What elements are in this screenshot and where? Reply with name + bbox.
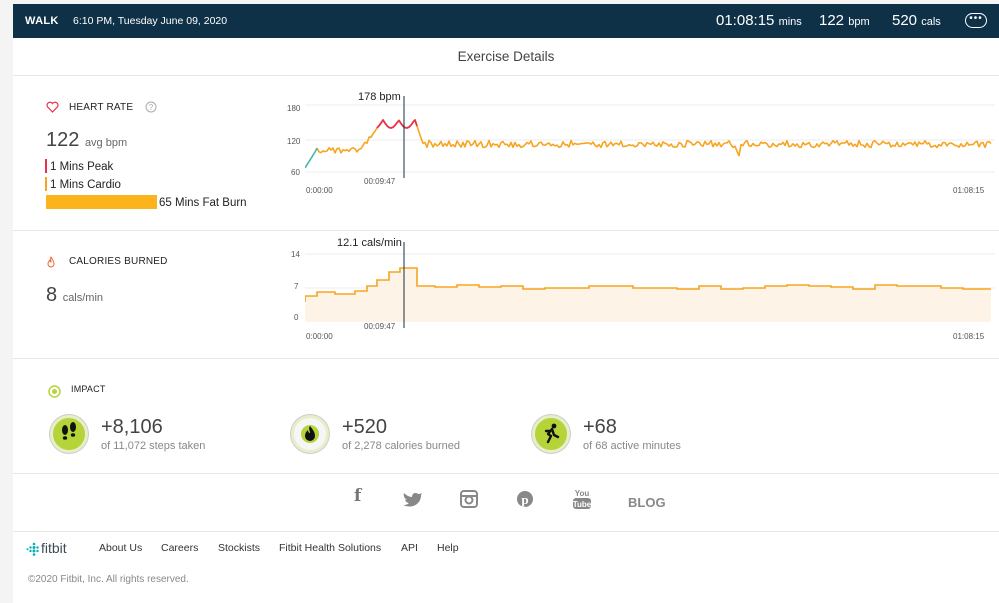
cal-y-tick-7: 7: [294, 282, 299, 291]
heart-icon: [46, 101, 59, 113]
avg-bpm: 122 avg bpm: [46, 129, 127, 152]
impact-icon: [48, 385, 61, 398]
impact-calories-sub: of 2,278 calories burned: [342, 440, 461, 452]
facebook-icon[interactable]: f: [354, 486, 362, 506]
calories-number: 8: [46, 284, 58, 306]
section-divider: [13, 230, 999, 231]
calories-per-min: 8 cals/min: [46, 284, 103, 307]
heart-rate-label: HEART RATE: [69, 102, 134, 113]
hr-tooltip-value: 178 bpm: [358, 91, 401, 103]
cals-number: 520: [892, 12, 918, 29]
fat-burn-zone-bar: [46, 195, 157, 209]
blog-link[interactable]: BLOG: [628, 495, 666, 510]
summary-bar: WALK 6:10 PM, Tuesday June 09, 2020 01:0…: [13, 4, 999, 38]
peak-zone-marker: [45, 159, 47, 173]
footsteps-icon: [50, 415, 88, 453]
calories-label: CALORIES BURNED: [69, 256, 168, 267]
flame-icon: [47, 256, 55, 268]
duration-value: 01:08:15 mins: [716, 12, 802, 29]
avg-bpm-number: 122: [46, 129, 80, 151]
cal-x-end: 01:08:15: [953, 332, 985, 341]
bpm-number: 122: [819, 12, 845, 29]
hr-y-tick-120: 120: [287, 137, 301, 146]
avg-bpm-unit: avg bpm: [84, 137, 128, 149]
activity-datetime: 6:10 PM, Tuesday June 09, 2020: [73, 15, 228, 27]
svg-text:Tube: Tube: [573, 500, 592, 509]
duration-unit: mins: [778, 16, 802, 28]
cals-value: 520 cals: [892, 12, 941, 29]
cals-unit: cals: [921, 16, 941, 28]
svg-text:?: ?: [149, 103, 154, 112]
calories-unit: cals/min: [62, 292, 104, 304]
impact-steps-sub: of 11,072 steps taken: [101, 440, 206, 452]
page-title: Exercise Details: [13, 40, 999, 76]
cal-tooltip-time: 00:09:47: [364, 322, 396, 331]
cal-x-start: 0:00:00: [306, 332, 333, 341]
svg-text:You: You: [575, 489, 590, 498]
cardio-zone-marker: [45, 177, 47, 191]
exercise-details-page: WALK 6:10 PM, Tuesday June 09, 2020 01:0…: [13, 4, 999, 603]
ellipsis-icon[interactable]: •••: [965, 13, 987, 28]
bpm-unit: bpm: [848, 16, 870, 28]
youtube-icon[interactable]: You Tube: [572, 488, 592, 510]
hr-y-tick-60: 60: [291, 168, 300, 177]
fitbit-logo-icon: [26, 542, 39, 556]
fat-burn-zone-label: 65 Mins Fat Burn: [159, 197, 247, 209]
impact-active-value: +68: [583, 416, 617, 438]
hr-tooltip-time: 00:09:47: [364, 177, 396, 186]
bpm-value: 122 bpm: [819, 12, 870, 29]
impact-steps-value: +8,106: [101, 416, 163, 438]
flame-icon: [291, 415, 329, 453]
cal-tooltip-value: 12.1 cals/min: [337, 237, 402, 249]
instagram-icon[interactable]: [460, 490, 478, 508]
footer-link-about[interactable]: About Us: [99, 542, 143, 554]
cardio-zone-label: 1 Mins Cardio: [50, 179, 121, 191]
cal-y-tick-0: 0: [294, 313, 299, 322]
footer-link-careers[interactable]: Careers: [161, 542, 199, 554]
impact-active-sub: of 68 active minutes: [583, 440, 681, 452]
copyright: ©2020 Fitbit, Inc. All rights reserved.: [28, 574, 189, 585]
footer-link-help[interactable]: Help: [437, 542, 459, 554]
fitbit-logo-text[interactable]: fitbit: [41, 540, 67, 556]
duration-number: 01:08:15: [716, 12, 775, 29]
cal-y-tick-14: 14: [291, 250, 300, 259]
footer-link-api[interactable]: API: [401, 542, 418, 554]
footer-link-health-solutions[interactable]: Fitbit Health Solutions: [279, 542, 382, 554]
impact-calories-value: +520: [342, 416, 388, 438]
footer-link-stockists[interactable]: Stockists: [218, 542, 261, 554]
hr-x-end: 01:08:15: [953, 186, 985, 195]
runner-icon: [532, 415, 570, 453]
calories-chart[interactable]: [305, 236, 995, 332]
twitter-icon[interactable]: [403, 491, 423, 507]
hr-x-start: 0:00:00: [306, 186, 333, 195]
activity-type: WALK: [25, 15, 59, 27]
section-divider: [13, 531, 999, 532]
help-icon[interactable]: ?: [145, 101, 157, 113]
heart-rate-chart[interactable]: [305, 90, 995, 186]
section-divider: [13, 473, 999, 474]
peak-zone-label: 1 Mins Peak: [50, 161, 114, 173]
impact-label: IMPACT: [71, 384, 106, 394]
hr-y-tick-180: 180: [287, 104, 301, 113]
svg-text:p: p: [521, 492, 528, 507]
pinterest-icon[interactable]: p: [516, 490, 534, 508]
section-divider: [13, 358, 999, 359]
